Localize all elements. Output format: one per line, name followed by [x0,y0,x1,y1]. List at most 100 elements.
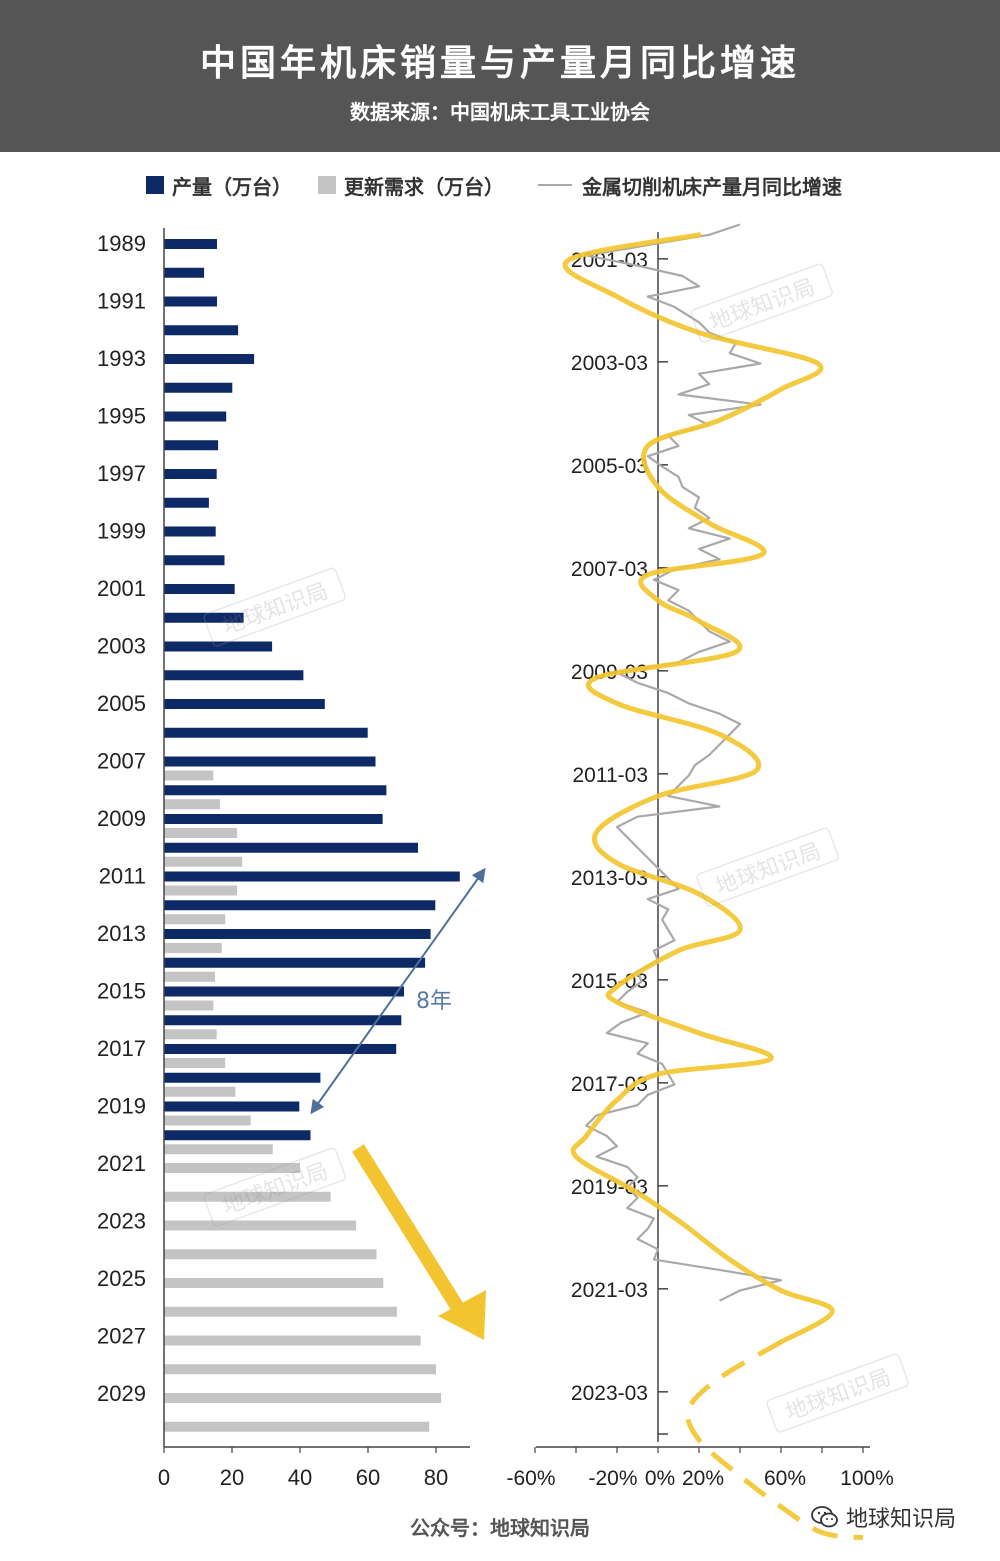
x-tick-right-100%: 100% [840,1467,894,1490]
bar-production-2012 [164,900,436,911]
bar-production-1989 [164,239,217,249]
y-tick-1993: 1993 [97,346,146,371]
time-tick-2019-03: 2019-03 [571,1176,648,1199]
watermark-frame [203,567,346,647]
downtrend-arrow-head [438,1290,486,1340]
y-tick-2019: 2019 [97,1094,146,1119]
bar-demand-2024 [164,1249,377,1260]
y-tick-2013: 2013 [97,921,146,946]
bar-production-2009 [164,814,383,824]
bar-demand-2028 [164,1364,436,1375]
bar-demand-2021 [164,1163,300,1173]
bar-production-2014 [164,957,426,968]
bar-demand-2029 [164,1393,442,1403]
bar-production-1995 [164,411,227,422]
bar-production-2020 [164,1130,311,1141]
bar-production-1996 [164,440,219,451]
watermark-frame [696,827,839,907]
y-tick-2011: 2011 [99,864,146,889]
y-tick-2027: 2027 [97,1324,146,1349]
x-tick-right--20%: -20% [588,1467,637,1490]
legend-label-growth: 金属切削机床产量月同比增速 [582,174,842,199]
bar-demand-2011 [164,885,238,896]
x-tick-right-60%: 60% [764,1467,806,1490]
y-tick-1997: 1997 [97,461,146,486]
y-tick-1999: 1999 [97,519,146,544]
bar-production-2003 [164,641,273,652]
y-tick-2009: 2009 [97,806,146,831]
bar-demand-2026 [164,1306,397,1317]
time-tick-2021-03: 2021-03 [571,1279,648,1302]
bar-production-2006 [164,727,368,738]
y-tick-2025: 2025 [97,1266,146,1291]
bar-demand-2009 [164,828,238,838]
x-tick-right-20%: 20% [682,1467,724,1490]
bar-production-1997 [164,469,217,479]
y-tick-1991: 1991 [97,289,146,314]
y-tick-1989: 1989 [97,231,146,256]
y-tick-1995: 1995 [97,404,146,429]
bar-production-1999 [164,526,216,537]
bar-demand-2014 [164,971,215,982]
bar-production-2016 [164,1015,402,1026]
y-tick-2003: 2003 [97,634,146,659]
bar-demand-2025 [164,1278,384,1288]
trend-line [562,232,835,1345]
bar-production-1998 [164,497,209,508]
x-tick-40: 40 [288,1465,312,1490]
x-tick-right-0%: 0% [645,1467,675,1490]
downtrend-arrow-shaft [352,1144,464,1312]
legend-swatch-production [146,176,164,194]
legend-swatch-demand [318,176,336,194]
legend-label-demand: 更新需求（万台） [344,174,504,199]
growth-line [585,223,783,1302]
y-tick-2015: 2015 [97,979,146,1004]
bar-demand-2030 [164,1421,430,1432]
bar-demand-2027 [164,1335,421,1346]
time-tick-2005-03: 2005-03 [571,455,648,478]
watermark-4: 地球知识局 [766,1353,909,1433]
trend-projection [685,1339,864,1541]
time-tick-2007-03: 2007-03 [571,558,648,581]
bar-production-1993 [164,354,255,364]
watermark-3: 地球知识局 [203,1147,346,1227]
growth-chart: 2001-032003-032005-032007-032009-032011-… [506,223,894,1541]
bar-production-2001 [164,584,235,594]
time-tick-2023-03: 2023-03 [571,1382,648,1405]
bar-demand-2020 [164,1144,273,1155]
bar-demand-2016 [164,1029,217,1040]
watermark-1: 地球知识局 [690,263,833,343]
time-tick-2003-03: 2003-03 [571,352,648,375]
watermark-frame [690,263,833,343]
bar-demand-2019 [164,1115,251,1126]
bar-production-2002 [164,612,244,623]
bar-production-2000 [164,555,225,566]
bar-chart: 1989 1991 1993 1995 1997 1999 2001 2003 2005 2007… [97,228,470,1490]
bar-demand-2017 [164,1058,226,1068]
y-tick-2017: 2017 [97,1036,146,1061]
bar-production-2008 [164,785,387,796]
watermark-2: 地球知识局 [696,827,839,907]
y-tick-2021: 2021 [97,1151,146,1176]
bar-demand-2012 [164,914,226,925]
bar-production-2015 [164,986,404,997]
bar-demand-2013 [164,943,222,953]
bar-demand-2007 [164,770,214,781]
bar-demand-2023 [164,1220,357,1231]
bar-production-1994 [164,382,233,393]
watermark-frame [203,1147,346,1227]
bar-production-2018 [164,1072,321,1083]
bar-production-1992 [164,325,239,336]
bar-production-2004 [164,670,304,681]
bar-production-2013 [164,929,431,939]
chart-subtitle: 数据来源：中国机床工具工业协会 [350,100,650,124]
time-tick-2013-03: 2013-03 [571,867,648,890]
brand-name: 地球知识局 [846,1507,957,1532]
brand: 地球知识局 [810,1500,956,1534]
wechat-icon [811,1506,838,1528]
legend: 产量（万台） 更新需求（万台） 金属切削机床产量月同比增速 [0,168,1000,202]
y-tick-2007: 2007 [97,749,146,774]
y-tick-2029: 2029 [97,1381,146,1406]
bar-demand-2015 [164,1000,214,1011]
